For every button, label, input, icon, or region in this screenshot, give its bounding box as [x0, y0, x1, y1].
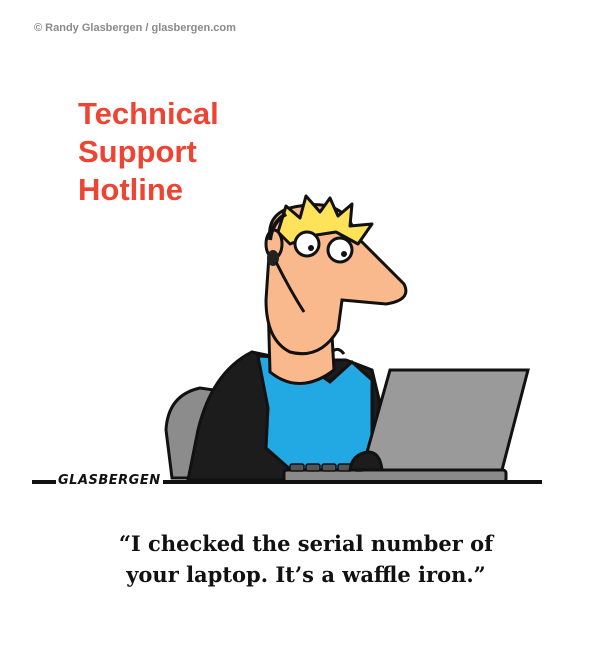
left-pupil: [308, 245, 314, 251]
sign-line-1: Technical: [78, 96, 219, 131]
headset-icon: [268, 212, 288, 241]
hotline-sign: Technical Support Hotline: [78, 95, 219, 209]
right-eye: [326, 236, 354, 264]
mouth: [330, 347, 346, 355]
caption-line-2: your laptop. It’s a waffle iron.”: [126, 562, 486, 587]
headset-mic-boom: [274, 261, 306, 313]
caption: “I checked the serial number of your lap…: [0, 528, 612, 590]
laptop-screen: [360, 368, 530, 472]
artist-signature: GLASBERGEN: [56, 473, 163, 488]
hand: [348, 450, 384, 472]
sign-line-3: Hotline: [78, 172, 184, 207]
caption-line-1: “I checked the serial number of: [118, 531, 494, 556]
right-pupil: [341, 251, 347, 257]
sign-line-2: Support: [78, 134, 197, 169]
copyright-notice: © Randy Glasbergen / glasbergen.com: [34, 22, 236, 34]
left-eye: [293, 230, 321, 258]
